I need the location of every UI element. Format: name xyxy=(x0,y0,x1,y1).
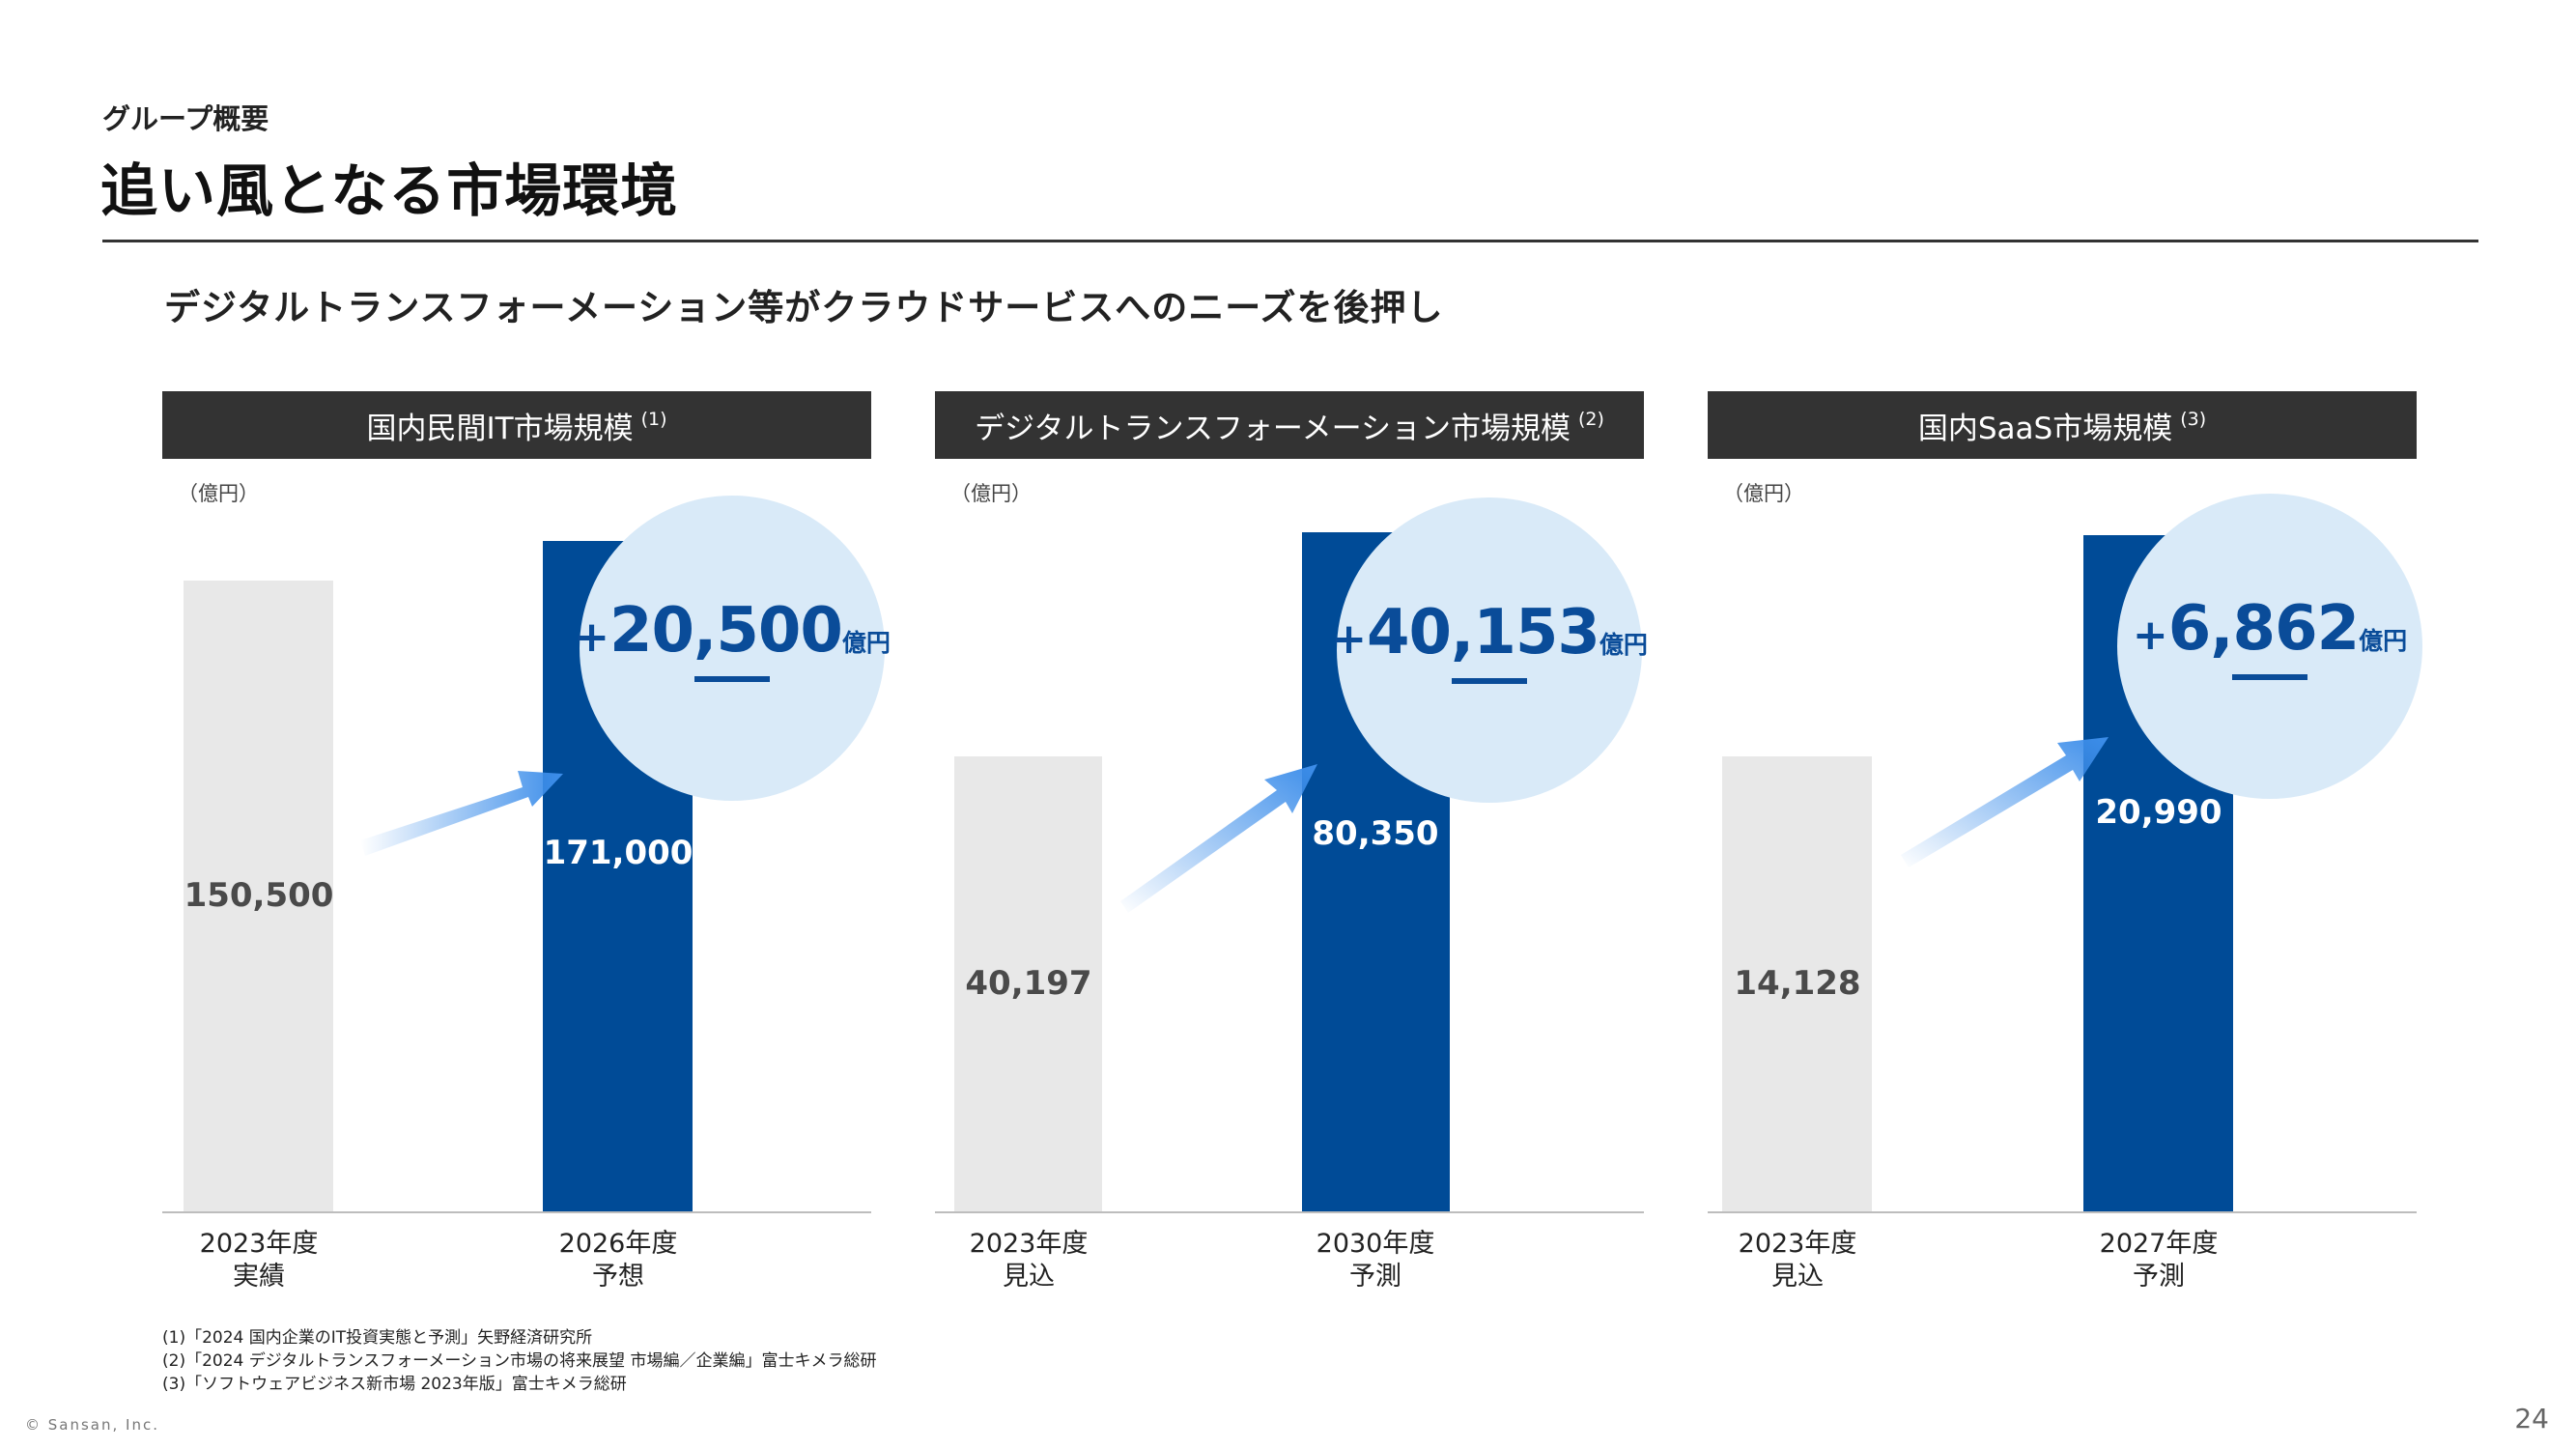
unit-label: （億円） xyxy=(1723,482,1804,505)
copyright: © Sansan, Inc. xyxy=(25,1416,159,1434)
bar-value-label: 40,197 xyxy=(965,964,1092,1003)
title-divider xyxy=(102,240,2478,242)
increase-bubble: +6,862億円 xyxy=(2117,494,2422,799)
page-subtitle: デジタルトランスフォーメーション等がクラウドサービスへのニーズを後押し xyxy=(164,287,1444,328)
increase-label: +40,153億円 xyxy=(1331,597,1648,668)
chart-panel-dx-market: デジタルトランスフォーメーション市場規模 (2) （億円） 40,197 80,3… xyxy=(935,391,1648,1357)
chart-title-bar: デジタルトランスフォーメーション市場規模 (2) xyxy=(935,391,1644,459)
chart-note-ref: (3) xyxy=(2180,409,2207,430)
footnote: (1)「2024 国内企業のIT投資実態と予測」矢野経済研究所 xyxy=(162,1328,593,1348)
bar-value-label: 171,000 xyxy=(543,834,694,872)
chart-panel-it-market: 国内民間IT市場規模 (1) （億円） 150,500 171,000 +20,5… xyxy=(162,391,891,1357)
chart-panel-saas-market: 国内SaaS市場規模 (3) （億円） 14,128 20,990 +6,862億… xyxy=(1708,391,2422,1357)
footnote: (3)「ソフトウェアビジネス新市場 2023年版」富士キメラ総研 xyxy=(162,1375,627,1394)
increase-underline xyxy=(1452,678,1527,684)
bar-2023 xyxy=(954,756,1102,1212)
x-axis xyxy=(935,1211,1644,1213)
unit-label: （億円） xyxy=(950,482,1032,505)
x-tick-label: 2026年度 予想 xyxy=(558,1229,678,1292)
chart-title-bar: 国内民間IT市場規模 (1) xyxy=(162,391,871,459)
page-title: 追い風となる市場環境 xyxy=(100,157,679,224)
x-tick-label: 2023年度 実績 xyxy=(199,1229,319,1292)
x-tick-label: 2023年度 見込 xyxy=(1738,1229,1857,1292)
bar-2023 xyxy=(1722,756,1872,1212)
chart-title: 国内民間IT市場規模 xyxy=(366,411,634,446)
chart-note-ref: (2) xyxy=(1577,409,1604,430)
unit-label: （億円） xyxy=(178,482,259,505)
x-tick-label: 2023年度 見込 xyxy=(969,1229,1089,1292)
chart-title-bar: 国内SaaS市場規模 (3) xyxy=(1708,391,2417,459)
bar-value-label: 20,990 xyxy=(2095,793,2222,832)
chart-note-ref: (1) xyxy=(640,409,667,430)
chart-title: 国内SaaS市場規模 xyxy=(1917,411,2173,446)
x-axis xyxy=(1708,1211,2417,1213)
bar-value-label: 150,500 xyxy=(184,876,334,915)
x-tick-label: 2030年度 予測 xyxy=(1316,1229,1435,1292)
increase-underline xyxy=(2232,674,2307,680)
footnote: (2)「2024 デジタルトランスフォーメーション市場の将来展望 市場編／企業編… xyxy=(162,1351,877,1371)
increase-bubble: +20,500億円 xyxy=(574,496,891,801)
bar-value-label: 14,128 xyxy=(1734,964,1861,1003)
increase-underline xyxy=(694,676,770,682)
increase-label: +6,862億円 xyxy=(2132,593,2408,665)
bar-value-label: 80,350 xyxy=(1312,814,1439,853)
x-axis xyxy=(162,1211,871,1213)
increase-bubble: +40,153億円 xyxy=(1331,497,1648,803)
page-number: 24 xyxy=(2514,1403,2549,1435)
increase-label: +20,500億円 xyxy=(574,595,891,667)
section-label: グループ概要 xyxy=(102,102,269,135)
x-tick-label: 2027年度 予測 xyxy=(2099,1229,2219,1292)
footnotes: (1)「2024 国内企業のIT投資実態と予測」矢野経済研究所 (2)「2024… xyxy=(162,1326,876,1396)
chart-title: デジタルトランスフォーメーション市場規模 xyxy=(975,411,1571,446)
bar-2023 xyxy=(184,581,333,1212)
